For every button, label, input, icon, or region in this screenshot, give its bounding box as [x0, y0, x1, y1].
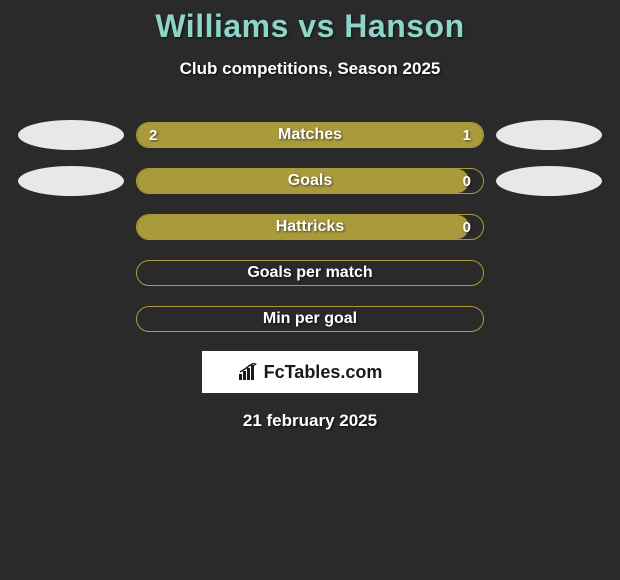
stat-value-right: 0 [463, 169, 471, 193]
chart-icon [238, 363, 260, 381]
comparison-row: Hattricks0 [0, 213, 620, 241]
right-side-cell [484, 120, 614, 150]
stat-value-right: 1 [463, 123, 471, 147]
stat-label: Matches [137, 123, 483, 147]
comparison-row: Goals0 [0, 167, 620, 195]
player-ellipse-right [496, 120, 602, 150]
branding-logo: FcTables.com [238, 362, 383, 383]
stat-label: Hattricks [137, 215, 483, 239]
comparison-area: Matches21Goals0Hattricks0Goals per match… [0, 121, 620, 333]
footer-date: 21 february 2025 [0, 411, 620, 431]
stat-bar: Min per goal [136, 306, 484, 332]
comparison-row: Matches2 1 [0, 121, 620, 149]
stat-value-left: 2 [149, 123, 157, 147]
page-subtitle: Club competitions, Season 2025 [0, 59, 620, 79]
player-ellipse-left [18, 120, 124, 150]
stat-label: Goals [137, 169, 483, 193]
stat-bar: Hattricks0 [136, 214, 484, 240]
page-title: Williams vs Hanson [0, 8, 620, 45]
stat-bar: Goals0 [136, 168, 484, 194]
stat-label: Goals per match [137, 261, 483, 285]
left-side-cell [6, 166, 136, 196]
comparison-row: Goals per match [0, 259, 620, 287]
branding-box: FcTables.com [202, 351, 418, 393]
branding-text: FcTables.com [264, 362, 383, 383]
infographic-container: Williams vs Hanson Club competitions, Se… [0, 0, 620, 431]
stat-bar: Matches2 1 [136, 122, 484, 148]
player-ellipse-right [496, 166, 602, 196]
stat-bar: Goals per match [136, 260, 484, 286]
player-ellipse-left [18, 166, 124, 196]
right-side-cell [484, 166, 614, 196]
left-side-cell [6, 120, 136, 150]
comparison-row: Min per goal [0, 305, 620, 333]
stat-value-right: 0 [463, 215, 471, 239]
stat-label: Min per goal [137, 307, 483, 331]
